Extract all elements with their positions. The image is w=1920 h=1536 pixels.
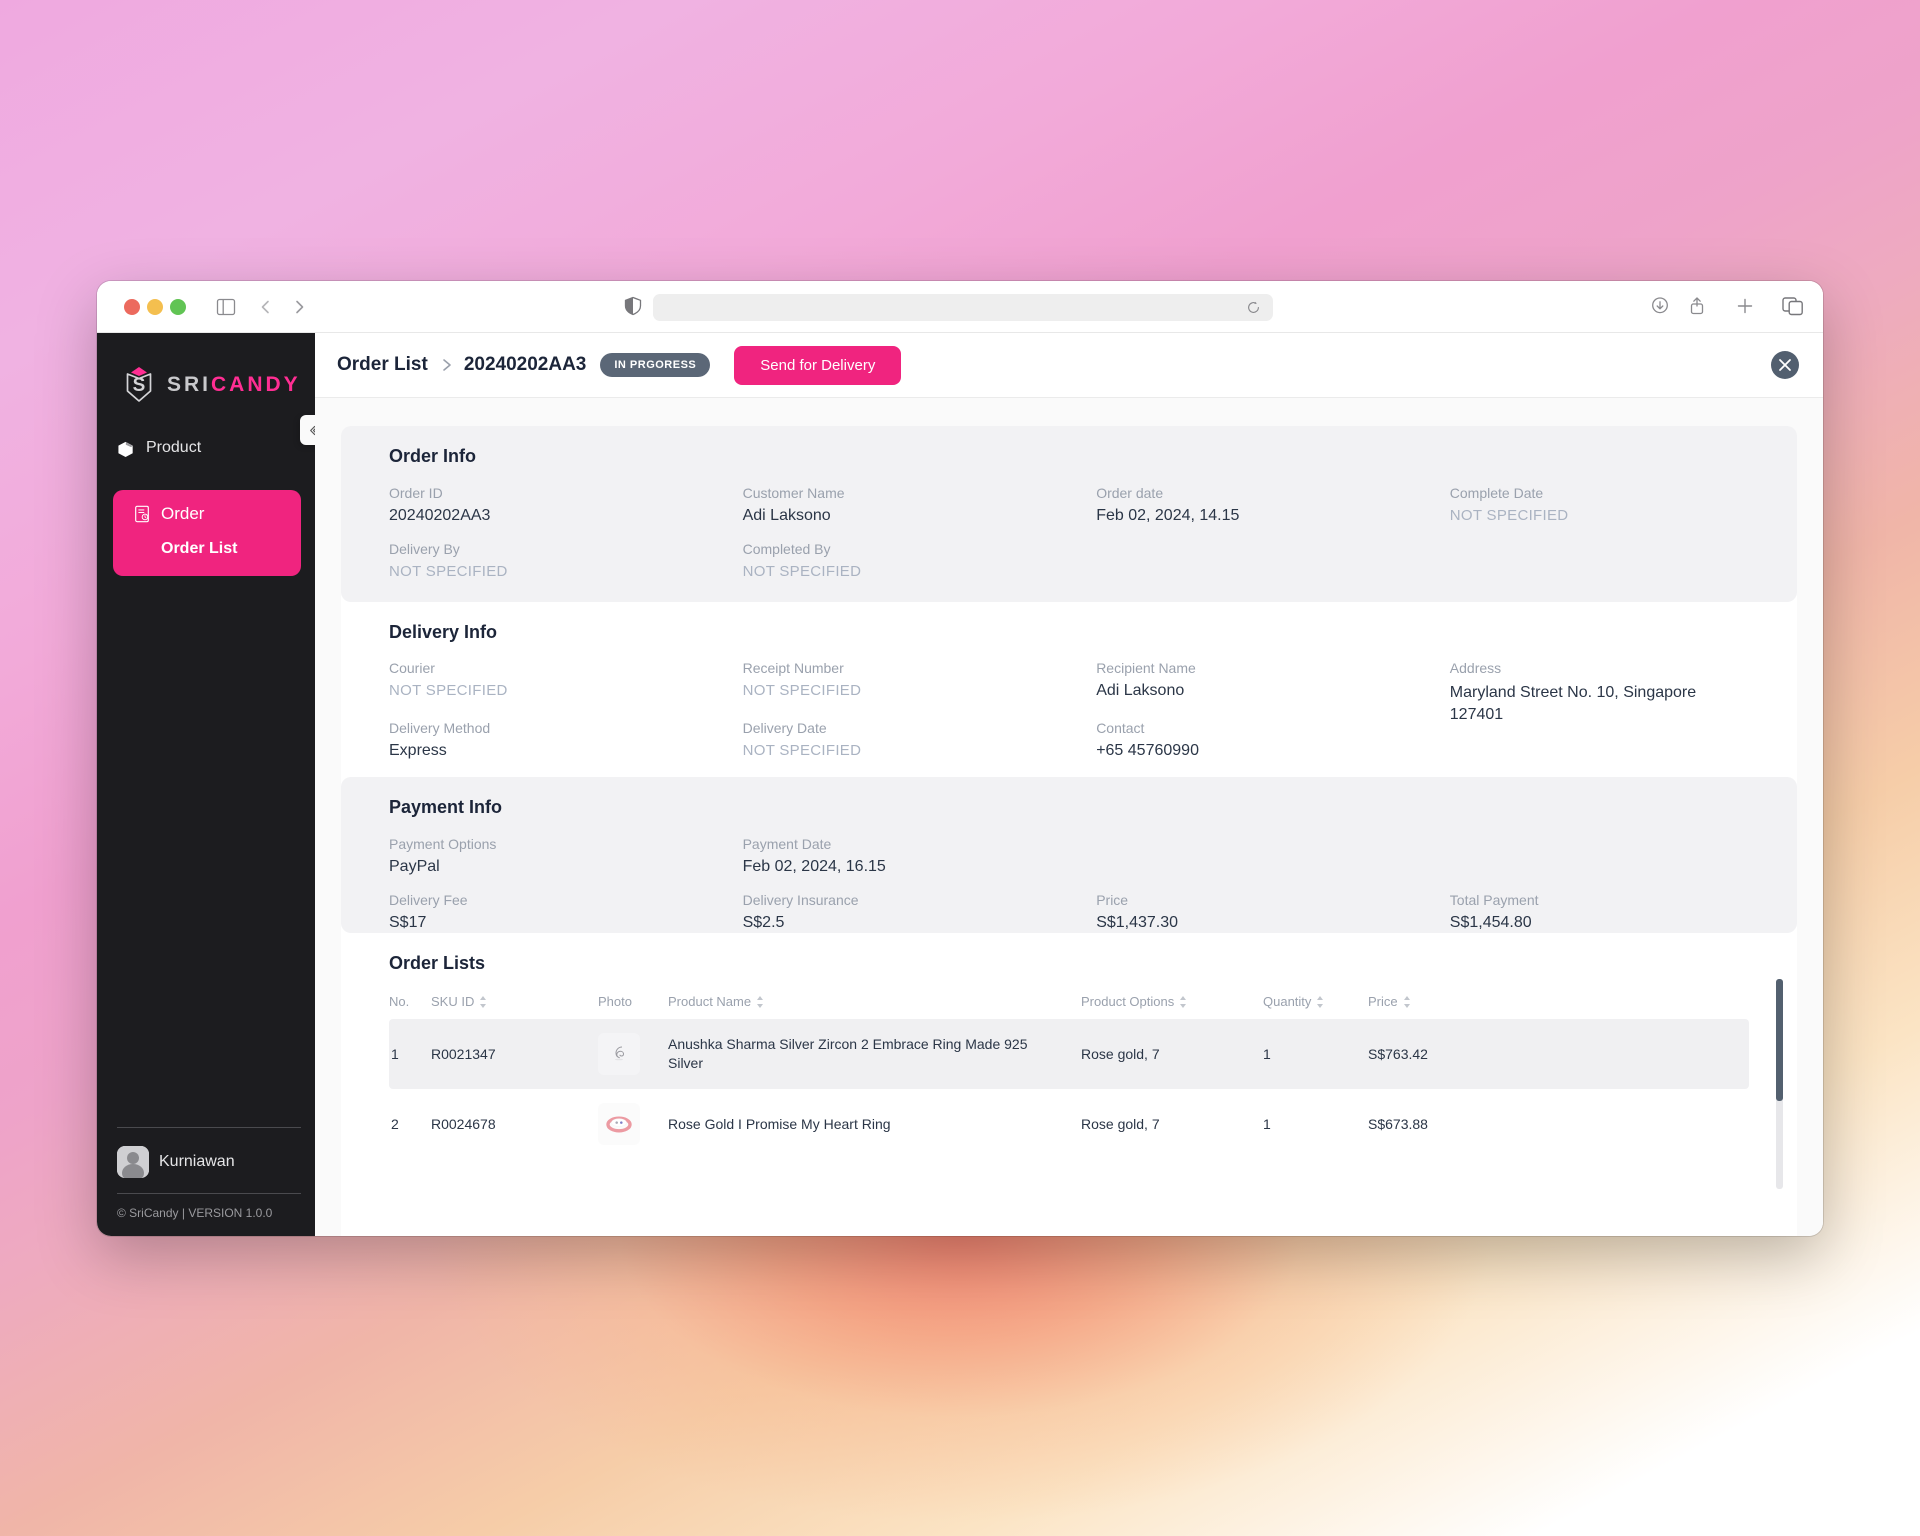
svg-text:S: S: [133, 375, 146, 396]
